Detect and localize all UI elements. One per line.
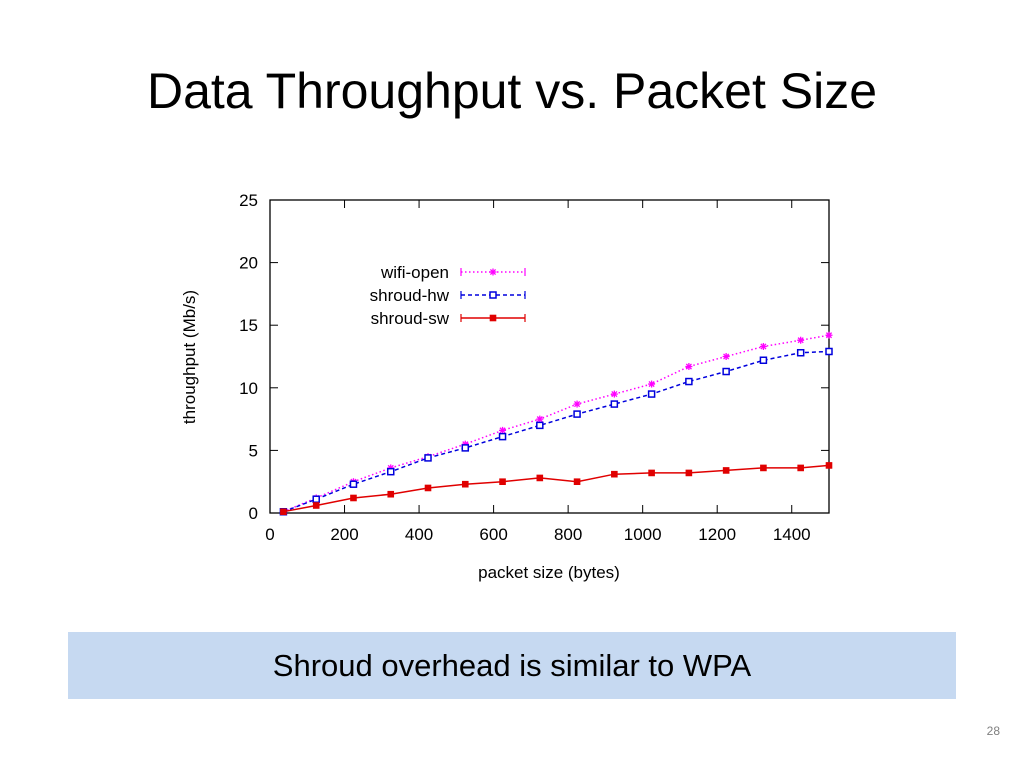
data-point — [386, 467, 395, 476]
x-tick-label: 1400 — [773, 525, 811, 544]
y-tick-label: 25 — [239, 191, 258, 210]
legend-label-shroud-hw: shroud-hw — [370, 286, 450, 305]
slide-title: Data Throughput vs. Packet Size — [146, 63, 878, 119]
data-point — [280, 508, 287, 516]
legend-label-wifi-open: wifi-open — [380, 263, 449, 282]
data-point — [797, 336, 805, 344]
series-wifi-open — [279, 331, 833, 516]
data-point — [349, 480, 358, 488]
data-point — [573, 400, 581, 408]
x-tick-label: 800 — [554, 525, 582, 544]
data-point — [797, 464, 804, 472]
series-shroud-sw — [280, 462, 833, 516]
data-point — [722, 467, 730, 474]
series-line-wifi-open — [283, 334, 830, 513]
x-tick-label: 600 — [479, 525, 507, 544]
x-tick-label: 0 — [265, 525, 274, 544]
data-point — [722, 367, 730, 376]
legend-marker-shroud-sw — [489, 314, 497, 322]
page-number: 28 — [986, 724, 1000, 738]
data-point — [648, 380, 656, 388]
data-point — [685, 377, 693, 386]
data-point — [825, 331, 833, 339]
data-point — [573, 410, 581, 418]
data-point — [610, 390, 618, 398]
data-point — [461, 444, 470, 452]
y-tick-label: 5 — [249, 441, 258, 460]
y-tick-label: 0 — [249, 504, 258, 523]
axis-ticks: 0 200 400 600 800 1000 1200 1400 0 5 10 15 20 25 — [239, 191, 829, 544]
data-point — [648, 469, 655, 477]
x-tick-label: 400 — [405, 525, 433, 544]
data-point — [350, 494, 357, 502]
data-point — [722, 353, 730, 360]
data-point — [499, 478, 506, 485]
data-point — [312, 502, 320, 509]
data-point — [424, 454, 432, 462]
data-point — [685, 363, 693, 371]
data-point — [759, 356, 768, 365]
y-tick-label: 10 — [239, 379, 258, 398]
data-point — [796, 348, 805, 357]
data-point — [685, 469, 693, 477]
x-tick-label: 1000 — [624, 525, 662, 544]
series-line-shroud-sw — [283, 464, 830, 513]
series-layer — [279, 331, 833, 516]
data-point — [312, 495, 320, 503]
plot-frame — [269, 199, 830, 514]
data-point — [825, 347, 833, 356]
data-point — [387, 490, 395, 498]
data-point — [573, 478, 581, 485]
data-point — [760, 464, 767, 472]
legend-marker-shroud-hw — [489, 291, 497, 299]
series-line-shroud-hw — [283, 350, 830, 513]
x-axis-label: packet size (bytes) — [478, 563, 620, 582]
y-axis-label: throughput (Mb/s) — [180, 290, 199, 424]
legend-label-shroud-sw: shroud-sw — [371, 309, 450, 328]
callout-text: Shroud overhead is similar to WPA — [272, 647, 752, 683]
data-point — [611, 470, 618, 478]
y-tick-label: 15 — [239, 316, 258, 335]
throughput-chart: 0 200 400 600 800 1000 1200 1400 0 5 10 15 20 25 pack… — [180, 191, 833, 582]
callout-box: Shroud overhead is similar to WPA — [68, 632, 956, 699]
y-tick-label: 20 — [239, 254, 258, 273]
data-point — [498, 432, 507, 441]
data-point — [461, 480, 469, 488]
data-point — [499, 426, 507, 434]
data-point — [424, 484, 432, 492]
data-point — [647, 390, 656, 398]
data-point — [536, 415, 544, 423]
data-point — [536, 421, 544, 430]
x-tick-label: 200 — [330, 525, 358, 544]
data-point — [610, 400, 619, 408]
data-point — [825, 462, 833, 469]
x-tick-label: 1200 — [698, 525, 736, 544]
data-point — [759, 342, 767, 350]
series-shroud-hw — [279, 347, 833, 516]
legend: wifi-open shroud-hw shroud-sw — [370, 263, 526, 328]
legend-marker-wifi-open — [489, 268, 497, 276]
data-point — [536, 474, 544, 482]
